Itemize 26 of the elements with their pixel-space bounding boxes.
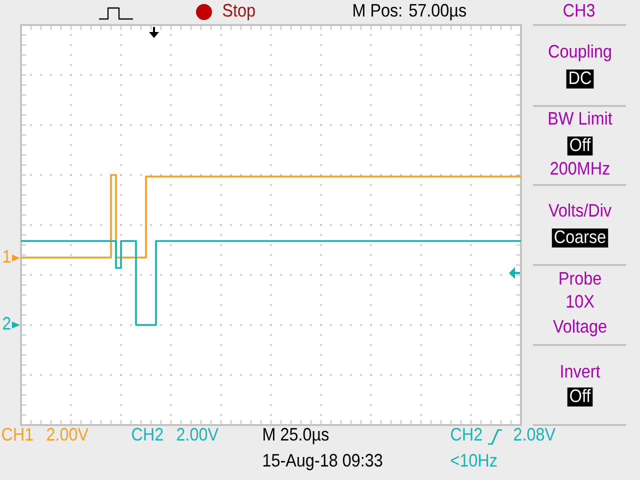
text: Probe [560, 271, 601, 285]
text: 10X [566, 294, 594, 308]
text: Volts/Div [548, 203, 612, 217]
text: M 25.0µs [264, 428, 329, 444]
text: 15-Aug-18 09:33 [263, 454, 382, 470]
text: Coupling [548, 44, 611, 62]
text: CH2 [451, 428, 482, 441]
text: <10Hz [451, 454, 497, 467]
text: Invert [561, 365, 600, 378]
text: Stop [222, 4, 255, 20]
text: Coarse [554, 230, 606, 244]
text: DC [570, 71, 592, 84]
text: BW Limit [548, 111, 612, 125]
text: 2.00V [177, 428, 218, 441]
text: Voltage [553, 319, 606, 336]
text: Off [570, 388, 591, 402]
text: M Pos: 57.00µs [354, 4, 466, 20]
text: Off [570, 138, 591, 152]
text: CH1 [2, 428, 33, 441]
text: CH2 [132, 428, 163, 441]
text: 200MHz [550, 162, 610, 175]
text: 2.08V [514, 428, 556, 441]
text: 2 [3, 316, 10, 330]
text: 2.00V [47, 428, 88, 441]
text: 1 [3, 250, 10, 262]
text: CH3 [564, 4, 594, 17]
